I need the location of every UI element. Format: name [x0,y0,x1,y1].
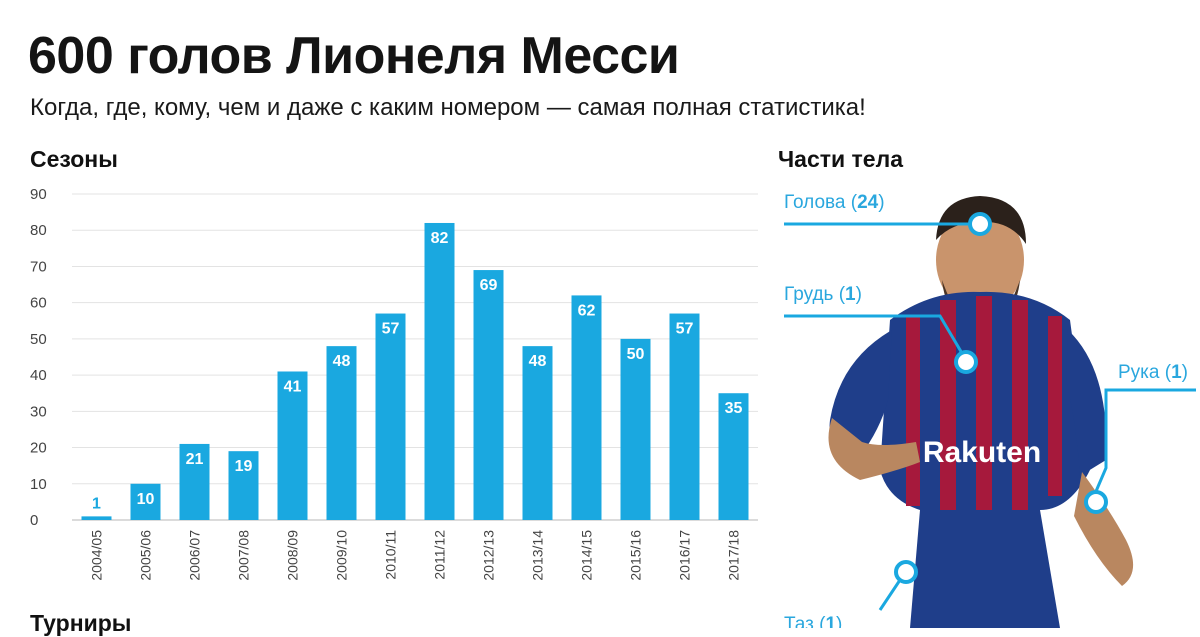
y-tick-label: 90 [30,186,47,203]
y-tick-label: 40 [30,367,47,384]
bar [130,483,161,520]
bar [620,338,651,520]
hand-callout-line [1092,388,1196,497]
bar-value-label: 48 [529,353,547,370]
x-tick-label: 2017/18 [726,530,742,581]
page-subtitle: Когда, где, кому, чем и даже с каким ном… [30,94,866,121]
bar-value-label: 1 [92,495,101,512]
hand-marker [1084,490,1108,514]
body-parts-panel: Rakuten Голова (24) Грудь (1) Рука (1) Т… [770,180,1200,628]
bar-value-label: 57 [382,321,400,338]
bar [669,313,700,520]
bar [228,451,259,520]
body-part-label-head: Голова (24) [784,192,885,213]
bar-value-label: 35 [725,400,743,417]
bar-value-label: 50 [627,346,645,363]
y-tick-label: 70 [30,258,47,275]
page-title: 600 голов Лионеля Месси [28,27,680,85]
y-tick-label: 0 [30,512,38,529]
bar [424,222,455,520]
x-tick-label: 2015/16 [628,530,644,581]
body-part-label-hand: Рука (1) [1118,362,1188,383]
bar-value-label: 19 [235,458,253,475]
x-tick-label: 2011/12 [432,530,448,580]
x-tick-label: 2012/13 [481,530,497,581]
x-tick-label: 2014/15 [579,530,595,581]
bar-value-label: 69 [480,277,498,294]
y-tick-label: 20 [30,440,47,457]
player-left-arm [828,418,920,480]
y-tick-label: 80 [30,222,47,239]
pelvis-marker [894,560,918,584]
bar-value-label: 41 [284,378,302,395]
body-part-label-chest: Грудь (1) [784,284,862,305]
y-tick-label: 50 [30,331,47,348]
player-right-arm [1074,472,1134,586]
x-tick-label: 2007/08 [236,530,252,581]
chest-callout-line [784,314,968,361]
bar [81,516,112,520]
y-tick-label: 30 [30,403,47,420]
x-tick-label: 2010/11 [383,530,399,580]
x-tick-label: 2009/10 [334,530,350,581]
x-tick-label: 2006/07 [187,530,203,581]
bar [718,393,749,520]
x-tick-label: 2013/14 [530,530,546,581]
y-tick-label: 60 [30,295,47,312]
bar-value-label: 57 [676,321,694,338]
bar-value-label: 62 [578,302,596,319]
body-part-label-pelvis: Таз (1) [784,614,843,628]
player-shorts [910,510,1060,628]
player-illustration: Rakuten [784,196,1196,628]
player-right-sleeve [1066,330,1107,476]
bar-value-label: 10 [137,491,155,508]
bar [375,313,406,520]
head-marker [968,212,992,236]
tournaments-heading: Турниры [30,610,132,636]
bar [179,443,210,520]
x-tick-label: 2005/06 [138,530,154,581]
bar [277,371,308,520]
seasons-heading: Сезоны [30,146,118,172]
x-tick-label: 2008/09 [285,530,301,581]
bar [473,270,504,520]
bar-value-label: 82 [431,230,449,247]
bar-value-label: 21 [186,451,204,468]
seasons-bar-chart: 0 10 20 30 40 50 60 70 80 90 1 2004/05 10 2005/06 21 20… [30,186,758,581]
y-tick-label: 10 [30,476,47,493]
bar [571,295,602,520]
chest-marker [954,350,978,374]
player-left-sleeve [829,330,892,456]
player-head [936,208,1024,312]
body-parts-heading: Части тела [778,146,903,172]
bar [326,346,357,520]
x-tick-label: 2004/05 [89,530,105,581]
bar [522,346,553,520]
bar-value-label: 48 [333,353,351,370]
x-tick-label: 2016/17 [677,530,693,581]
jersey-sponsor-mark: Rakuten [923,436,1041,469]
